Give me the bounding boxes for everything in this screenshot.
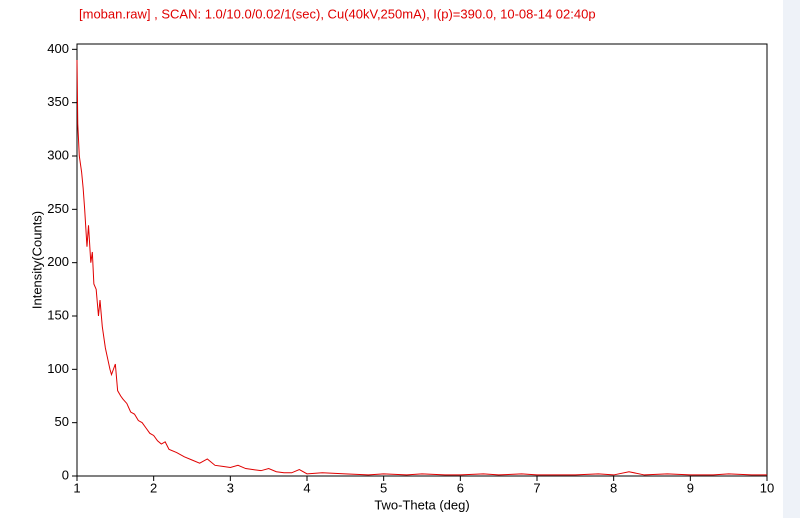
y-tick-label: 200 [47,254,69,269]
x-tick-label: 10 [760,480,774,495]
x-axis-label: Two-Theta (deg) [374,497,469,512]
plot-frame [76,43,768,477]
data-line [76,59,767,476]
x-tick-label: 9 [687,480,694,495]
x-tick-label: 3 [227,480,234,495]
x-tick-label: 5 [380,480,387,495]
y-tick-label: 100 [47,361,69,376]
y-tick-label: 50 [55,414,69,429]
x-tick-label: 7 [533,480,540,495]
y-tick-label: 250 [47,201,69,216]
x-tick-label: 8 [610,480,617,495]
y-tick-label: 350 [47,94,69,109]
y-tick-label: 150 [47,307,69,322]
x-tick-label: 1 [73,480,80,495]
x-tick-label: 2 [150,480,157,495]
x-tick-label: 6 [457,480,464,495]
y-tick-label: 400 [47,41,69,56]
y-axis-label: Intensity(Counts) [29,211,44,309]
x-tick-label: 4 [303,480,310,495]
chart-title: [moban.raw] , SCAN: 1.0/10.0/0.02/1(sec)… [79,6,596,21]
y-tick-label: 300 [47,147,69,162]
y-tick-label: 0 [62,467,69,482]
frame-edge [783,0,800,518]
